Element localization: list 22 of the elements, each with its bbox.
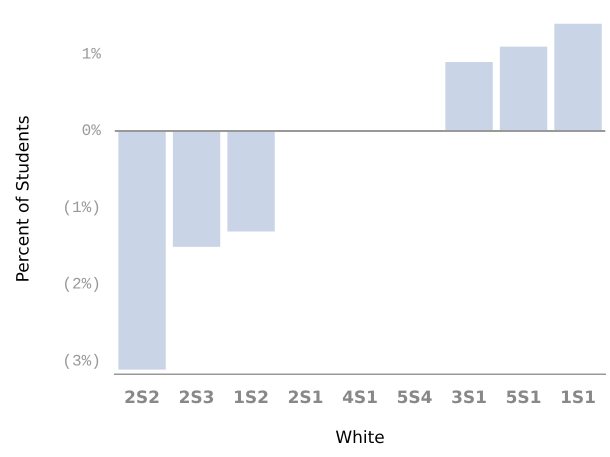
bar	[118, 131, 166, 370]
y-tick-label: 0%	[82, 122, 102, 140]
x-tick-label: 3S1	[451, 388, 488, 408]
x-tick-label: 2S1	[288, 388, 324, 408]
x-tick-label: 1S2	[233, 388, 270, 408]
x-tick-label: 1S1	[560, 388, 596, 408]
bar	[172, 131, 220, 247]
x-axis-title: White	[335, 428, 385, 448]
bar	[554, 24, 602, 132]
y-tick-label: 1%	[82, 46, 102, 64]
y-tick-label: (2%)	[62, 276, 101, 294]
y-tick-label: (1%)	[62, 198, 101, 217]
bar	[445, 62, 493, 132]
x-tick-label: 2S2	[124, 388, 160, 408]
x-tick-label: 5S4	[396, 388, 433, 408]
bar	[500, 46, 548, 132]
x-tick-label: 4S1	[342, 388, 378, 408]
y-tick-label: (3%)	[62, 352, 101, 370]
x-tick-label: 5S1	[506, 388, 542, 408]
y-axis-title: Percent of Students	[14, 115, 34, 282]
x-tick-label: 2S3	[178, 388, 215, 408]
bar	[227, 131, 275, 232]
